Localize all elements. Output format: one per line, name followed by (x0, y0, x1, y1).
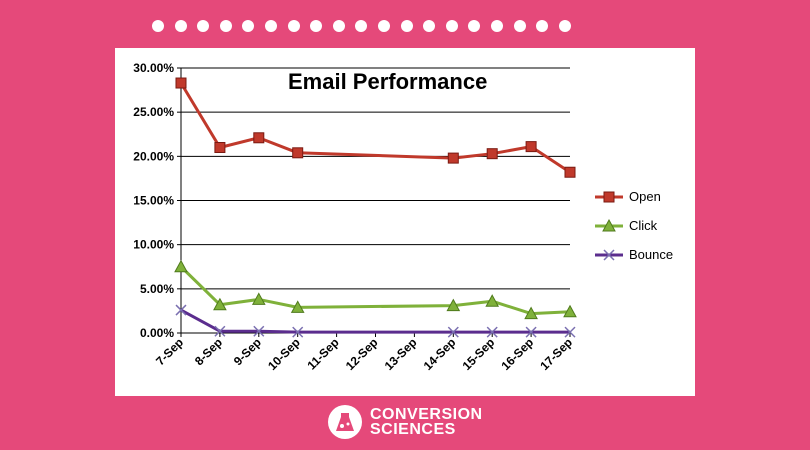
data-point-click (446, 298, 461, 312)
data-point-click (290, 300, 305, 313)
series-line-bounce (180, 308, 570, 334)
y-tick-label: 15.00% (133, 194, 174, 208)
y-tick-label: 0.00% (140, 326, 174, 340)
data-point-click (251, 292, 266, 305)
data-point-click (174, 259, 188, 273)
data-point-bounce (253, 325, 265, 337)
binding-ring-dot (513, 20, 526, 32)
legend-marker-bounce (603, 249, 615, 261)
data-point-click (485, 294, 500, 307)
binding-ring-dot (468, 20, 481, 32)
binding-rings (152, 20, 571, 32)
series-line-open (179, 82, 571, 174)
logo-line-2: SCIENCES (370, 421, 456, 438)
binding-ring-dot (287, 20, 300, 32)
logo-line-1: CONVERSION (370, 406, 483, 423)
binding-ring-dot (558, 20, 571, 32)
binding-ring-dot (536, 20, 549, 32)
data-point-open (525, 141, 537, 153)
data-point-click (524, 306, 538, 320)
y-tick-label: 20.00% (133, 149, 174, 163)
y-tick-label: 30.00% (133, 61, 174, 75)
binding-ring-dot (174, 20, 187, 32)
y-tick-label: 25.00% (133, 105, 174, 119)
binding-ring-dot (377, 20, 390, 32)
x-tick-label: 16-Sep (498, 335, 536, 373)
logo-wordmark: CONVERSION SCIENCES (370, 406, 483, 438)
conversion-sciences-logo: CONVERSION SCIENCES (328, 405, 483, 439)
x-tick-label: 14-Sep (421, 335, 459, 373)
x-tick-label: 12-Sep (343, 335, 381, 373)
data-point-bounce (447, 326, 459, 338)
legend-marker-open (603, 191, 615, 203)
legend-label-click: Click (629, 218, 658, 233)
x-tick-label: 10-Sep (265, 335, 303, 373)
series-line-click (179, 265, 571, 316)
binding-ring-dot (445, 20, 458, 32)
binding-ring-dot (490, 20, 503, 32)
data-point-open (486, 148, 498, 160)
binding-ring-dot (332, 20, 345, 32)
x-tick-label: 11-Sep (304, 335, 341, 372)
data-point-open (253, 132, 265, 144)
data-point-bounce (486, 326, 498, 338)
data-point-open (447, 152, 459, 164)
x-tick-label: 13-Sep (382, 335, 420, 373)
data-point-click (213, 297, 227, 311)
data-point-open (175, 77, 187, 89)
data-point-bounce (292, 326, 304, 338)
binding-ring-dot (400, 20, 413, 32)
line-chart: 0.00% 5.00% 10.00% 15.00% 20.00% 25.00% 30.00%… (133, 61, 673, 373)
binding-ring-dot (423, 20, 436, 32)
x-tick-label: 7-Sep (153, 335, 186, 368)
y-tick-label: 10.00% (133, 238, 174, 252)
x-tick-label: 15-Sep (460, 335, 498, 373)
binding-ring-dot (310, 20, 323, 32)
chart-title: Email Performance (288, 69, 487, 94)
data-point-open (292, 147, 304, 159)
data-point-open (214, 142, 226, 153)
binding-ring-dot (264, 20, 277, 32)
binding-ring-dot (197, 20, 210, 32)
flask-logo-icon (328, 405, 362, 439)
data-point-bounce (175, 304, 187, 316)
x-tick-label: 8-Sep (192, 335, 225, 368)
x-tick-label: 9-Sep (231, 335, 264, 368)
y-tick-label: 5.00% (140, 282, 174, 296)
data-point-bounce (564, 326, 576, 338)
binding-ring-dot (219, 20, 232, 32)
data-point-click (563, 304, 577, 318)
legend-marker-click (602, 218, 616, 232)
x-tick-label: 17-Sep (537, 335, 575, 373)
data-point-bounce (214, 325, 226, 337)
binding-ring-dot (152, 20, 164, 32)
chart-card: 0.00% 5.00% 10.00% 15.00% 20.00% 25.00% 30.00%… (115, 48, 695, 396)
binding-ring-dot (355, 20, 368, 32)
binding-ring-dot (242, 20, 255, 32)
legend-label-open: Open (629, 189, 661, 204)
legend-label-bounce: Bounce (629, 247, 673, 262)
data-point-open (564, 166, 576, 178)
data-point-bounce (525, 326, 537, 338)
